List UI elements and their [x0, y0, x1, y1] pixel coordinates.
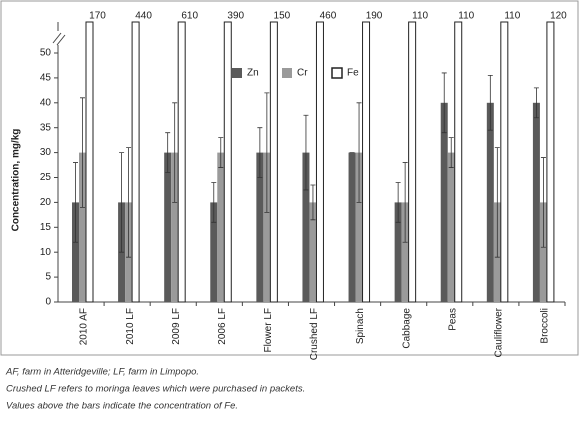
value-label: 120	[550, 11, 567, 22]
bar	[539, 202, 547, 302]
y-tick-label: 35	[40, 122, 52, 133]
bar	[72, 202, 79, 302]
bar	[131, 21, 140, 303]
bar	[302, 152, 310, 302]
bar	[348, 152, 356, 302]
error-bar	[257, 127, 263, 178]
error-bar	[441, 72, 447, 134]
legend-swatch	[232, 68, 242, 78]
y-tick-label: 40	[40, 97, 52, 108]
y-axis-label: Concentration, mg/kg	[11, 129, 22, 232]
bar	[164, 152, 172, 302]
bar	[210, 202, 218, 302]
y-tick-label: 10	[40, 247, 52, 258]
error-bar	[264, 92, 270, 213]
bar	[269, 21, 278, 303]
value-label: 460	[320, 11, 337, 22]
x-tick-label: Peas	[447, 308, 458, 331]
y-tick-label: 30	[40, 147, 52, 158]
bar	[79, 152, 86, 302]
bar	[500, 21, 509, 303]
footnote: Crushed LF refers to moringa leaves whic…	[6, 384, 305, 395]
x-tick-label: 2009 LF	[171, 308, 182, 345]
footnote: Values above the bars indicate the conce…	[6, 401, 238, 412]
value-label: 110	[412, 11, 428, 22]
bar	[532, 102, 540, 302]
x-tick-label: Broccoli	[540, 308, 551, 344]
bar	[309, 202, 317, 302]
y-tick-label: 15	[40, 222, 52, 233]
legend-swatch	[331, 67, 343, 79]
value-label: 610	[181, 11, 198, 22]
error-bar	[310, 184, 316, 221]
value-label: 110	[504, 11, 520, 22]
bar	[546, 21, 555, 303]
x-tick-label: 2010 LF	[125, 308, 136, 345]
x-tick-label: Flower LF	[263, 308, 274, 352]
y-tick-label: 45	[40, 73, 52, 84]
value-label: 150	[274, 11, 291, 22]
bar	[263, 152, 271, 302]
error-bar	[126, 147, 132, 258]
value-label: 110	[458, 11, 474, 22]
bar	[394, 202, 402, 302]
x-tick-label: Cabbage	[401, 308, 412, 349]
footnote: AF, farm in Atteridgeville; LF, farm in …	[5, 367, 199, 378]
error-bar	[80, 97, 85, 208]
x-tick-label: Spinach	[355, 308, 366, 344]
error-bar	[402, 162, 408, 243]
x-tick-label: 2010 AF	[79, 308, 90, 345]
axis-break	[56, 34, 66, 46]
value-label: 170	[89, 11, 106, 22]
frame	[0, 0, 579, 356]
bar	[355, 152, 363, 302]
error-bar	[172, 102, 178, 203]
value-label: 390	[227, 11, 244, 22]
value-label: 190	[366, 11, 383, 22]
error-bar	[448, 137, 454, 168]
bar	[454, 21, 463, 303]
y-tick-label: 25	[40, 172, 52, 183]
x-tick-label: 2006 LF	[217, 308, 228, 345]
error-bar	[73, 162, 78, 243]
error-bar	[487, 75, 493, 131]
legend-label: Fe	[347, 68, 359, 79]
bar	[440, 102, 448, 302]
error-bar	[395, 182, 401, 223]
value-label: 440	[135, 11, 152, 22]
error-bar	[533, 87, 539, 119]
y-tick-label: 50	[40, 48, 52, 59]
legend-swatch	[282, 68, 292, 78]
bar	[315, 21, 324, 303]
error-bar	[303, 114, 309, 191]
bar	[486, 102, 494, 302]
bar	[401, 202, 409, 302]
error-bar	[218, 137, 224, 168]
error-bar	[494, 147, 500, 258]
bar	[362, 21, 371, 303]
y-tick-label: 0	[45, 297, 51, 308]
bar	[408, 21, 417, 303]
legend-label: Zn	[247, 68, 259, 79]
x-tick-label: Cauliflower	[494, 307, 505, 357]
bar	[223, 21, 232, 303]
bar	[171, 152, 179, 302]
bar	[256, 152, 264, 302]
error-bar	[211, 182, 217, 223]
error-bar	[165, 132, 171, 173]
y-tick-label: 5	[45, 272, 51, 283]
bar	[85, 21, 94, 303]
y-tick-label: 20	[40, 197, 52, 208]
x-tick-label: Crushed LF	[309, 308, 320, 360]
legend-label: Cr	[297, 68, 308, 79]
bar	[217, 152, 225, 302]
bar	[177, 21, 186, 303]
error-bar	[119, 152, 125, 253]
error-bar	[356, 102, 362, 203]
error-bar	[540, 157, 546, 248]
bar	[447, 152, 455, 302]
axis-break	[52, 32, 62, 44]
